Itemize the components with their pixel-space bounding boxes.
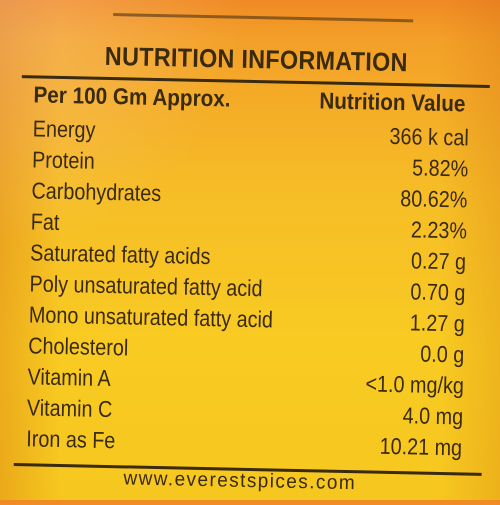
nutrient-name: Fat: [30, 208, 60, 235]
nutrient-name: Vitamin A: [27, 363, 112, 392]
nutrient-name: Poly unsaturated fatty acid: [29, 270, 263, 302]
nutrient-name: Vitamin C: [26, 394, 113, 423]
nutrition-label: NUTRITION INFORMATION Per 100 Gm Approx.…: [13, 13, 491, 505]
nutrient-value: 0.27 g: [410, 247, 467, 275]
nutrient-value: 5.82%: [411, 154, 469, 182]
nutrient-value: 2.23%: [410, 216, 468, 244]
nutrition-table: Energy 366 k cal Protein 5.82% Carbohydr…: [26, 113, 469, 463]
nutrient-value: 0.70 g: [410, 278, 466, 306]
table-header: Per 100 Gm Approx. Nutrition Value: [33, 81, 465, 116]
header-per-100g: Per 100 Gm Approx.: [33, 81, 231, 112]
nutrient-name: Saturated fatty acids: [29, 239, 211, 270]
nutrient-value: 80.62%: [400, 185, 468, 213]
nutrient-name: Energy: [32, 115, 96, 143]
nutrient-value: <1.0 mg/kg: [364, 370, 464, 399]
nutrient-name: Carbohydrates: [31, 177, 162, 207]
label-title: NUTRITION INFORMATION: [104, 40, 409, 78]
website-url: www.everestspices.com: [123, 467, 357, 495]
nutrient-name: Protein: [31, 146, 96, 174]
nutrient-value: 1.27 g: [409, 309, 466, 337]
nutrient-name: Iron as Fe: [26, 425, 116, 454]
nutrient-name: Mono unsaturated fatty acid: [28, 301, 274, 333]
label-top-border: [112, 13, 414, 31]
nutrient-value: 10.21 mg: [379, 432, 463, 461]
nutrient-value: 4.0 mg: [402, 402, 464, 430]
nutrient-value: 0.0 g: [419, 340, 465, 368]
nutrient-value: 366 k cal: [389, 122, 469, 151]
nutrient-name: Cholesterol: [27, 332, 129, 361]
header-nutrition-value: Nutrition Value: [319, 87, 466, 117]
